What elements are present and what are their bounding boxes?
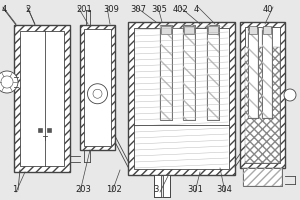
Bar: [161, 26, 171, 34]
Bar: [263, 26, 271, 34]
Text: 1: 1: [12, 185, 17, 194]
Text: 4: 4: [2, 5, 7, 14]
Text: 2: 2: [26, 5, 31, 14]
Bar: [245, 27, 280, 163]
Bar: [243, 168, 282, 186]
Circle shape: [0, 71, 18, 93]
Bar: [207, 25, 219, 120]
Circle shape: [88, 84, 107, 104]
Bar: [163, 175, 170, 197]
Text: 307: 307: [130, 5, 146, 14]
Bar: [154, 175, 161, 197]
Bar: [134, 28, 229, 169]
Bar: [20, 31, 64, 166]
Bar: [160, 25, 172, 120]
Bar: [208, 26, 218, 34]
Text: 305: 305: [152, 5, 167, 14]
Bar: [183, 25, 195, 120]
Circle shape: [284, 89, 296, 101]
Text: 40: 40: [262, 5, 273, 14]
Bar: [128, 22, 235, 175]
Bar: [262, 28, 272, 118]
Bar: [14, 25, 70, 172]
Text: 304: 304: [216, 185, 232, 194]
Text: 203: 203: [75, 185, 91, 194]
Bar: [47, 128, 51, 132]
Text: 402: 402: [172, 5, 188, 14]
Bar: [249, 26, 257, 34]
Bar: [248, 28, 258, 118]
Bar: [240, 22, 285, 168]
Bar: [183, 25, 195, 120]
Bar: [243, 168, 282, 186]
Bar: [38, 128, 42, 132]
Text: 309: 309: [103, 5, 119, 14]
Circle shape: [1, 76, 13, 88]
Bar: [207, 25, 219, 120]
Bar: [248, 28, 258, 118]
Bar: [160, 25, 172, 120]
Text: 301: 301: [188, 185, 203, 194]
Text: 102: 102: [106, 185, 122, 194]
Bar: [80, 25, 115, 150]
Text: 201: 201: [76, 5, 92, 14]
Bar: [245, 47, 280, 163]
Bar: [262, 28, 272, 118]
Bar: [84, 29, 111, 146]
Text: 4: 4: [194, 5, 199, 14]
Bar: [184, 26, 194, 34]
Circle shape: [93, 89, 102, 98]
Text: 3: 3: [153, 185, 158, 194]
